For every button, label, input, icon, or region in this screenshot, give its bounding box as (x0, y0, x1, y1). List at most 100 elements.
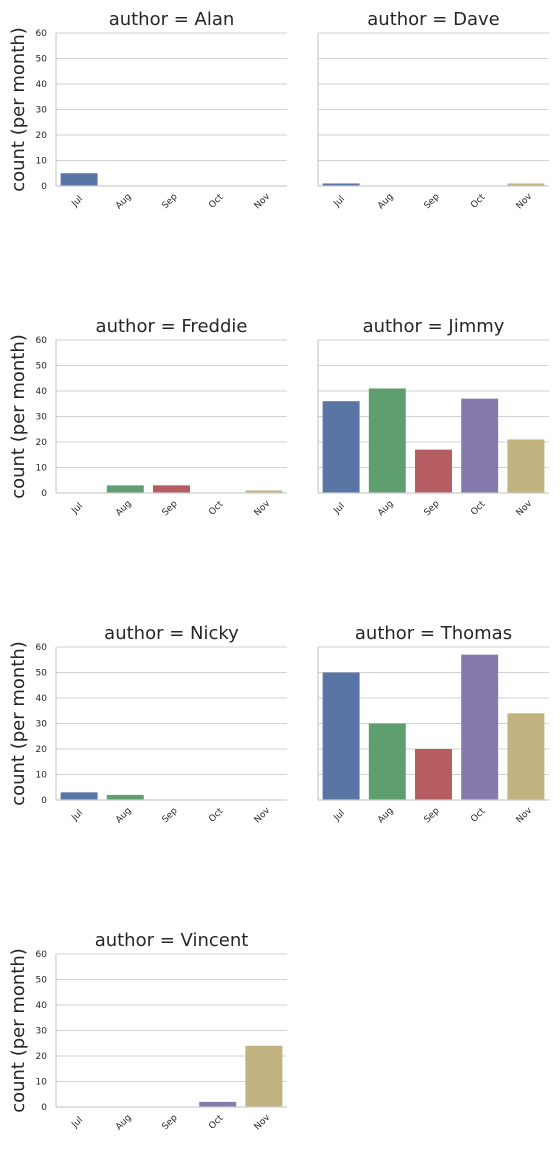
bar (60, 173, 98, 186)
bar (415, 749, 452, 800)
bar (368, 388, 406, 493)
bar (322, 183, 360, 186)
bar (461, 654, 499, 800)
bar (461, 398, 499, 493)
bar (245, 1045, 283, 1107)
x-tick-label: Jul (70, 1115, 85, 1130)
bar (322, 401, 360, 493)
x-tick-label: Nov (253, 1112, 273, 1132)
x-tick-label: Aug (114, 499, 134, 519)
y-tick-label: 10 (36, 771, 48, 781)
x-tick-label: Sep (161, 1113, 180, 1132)
y-tick-label: 10 (36, 157, 48, 167)
y-tick-label: 20 (36, 438, 48, 448)
x-tick-label: Oct (207, 192, 225, 210)
y-tick-label: 50 (36, 55, 48, 65)
x-tick-label: Jul (70, 501, 85, 516)
x-tick-label: Jul (332, 501, 347, 516)
x-tick-label: Nov (253, 805, 273, 825)
y-tick-label: 0 (41, 796, 47, 806)
y-tick-label: 30 (36, 413, 48, 423)
bar (199, 1101, 237, 1107)
x-tick-label: Oct (207, 806, 225, 824)
y-tick-label: 30 (36, 1027, 48, 1037)
facet-panel: 0 10 20 30 40 50 60 count (per month) Jul Aug Sep O… (8, 9, 287, 211)
x-tick-label: Sep (423, 806, 442, 825)
panel-title: author = Dave (367, 9, 499, 30)
y-tick-label: 30 (36, 720, 48, 730)
y-tick-label: 40 (36, 80, 48, 90)
panel-title: author = Vincent (95, 930, 249, 951)
x-tick-label: Aug (114, 806, 134, 826)
x-tick-label: Nov (253, 191, 273, 211)
panel-title: author = Alan (109, 9, 235, 30)
y-tick-label: 10 (36, 464, 48, 474)
panel-title: author = Thomas (355, 623, 512, 644)
y-tick-label: 0 (41, 182, 47, 192)
y-axis-label: count (per month) (8, 948, 29, 1113)
x-tick-label: Oct (469, 806, 487, 824)
panel-title: author = Freddie (96, 316, 248, 337)
bar (415, 449, 452, 493)
facet-panel: Jul Aug Sep Oct Nov author = Thomas (317, 623, 549, 826)
x-tick-label: Sep (423, 192, 442, 211)
x-tick-label: Jul (70, 194, 85, 209)
facet-panel: 0 10 20 30 40 50 60 count (per month) Jul Aug Sep O… (8, 623, 287, 825)
bar (245, 490, 283, 493)
x-tick-label: Aug (376, 192, 396, 212)
y-tick-label: 60 (36, 643, 48, 653)
bar (153, 485, 190, 493)
y-tick-label: 40 (36, 1001, 48, 1011)
facet-panel: Jul Aug Sep Oct Nov author = Jimmy (317, 316, 549, 519)
x-tick-label: Jul (70, 808, 85, 823)
y-tick-label: 20 (36, 745, 48, 755)
y-axis-label: count (per month) (8, 334, 29, 499)
x-tick-label: Oct (469, 192, 487, 210)
y-tick-label: 0 (41, 1103, 47, 1113)
x-tick-label: Oct (469, 499, 487, 517)
panel-title: author = Jimmy (363, 316, 505, 337)
y-tick-label: 50 (36, 976, 48, 986)
facet-panel: Jul Aug Sep Oct Nov author = Dave (317, 9, 549, 212)
x-tick-label: Oct (207, 1113, 225, 1131)
x-tick-label: Sep (161, 806, 180, 825)
y-tick-label: 40 (36, 387, 48, 397)
x-tick-label: Sep (161, 499, 180, 518)
facet-panel: 0 10 20 30 40 50 60 count (per month) Jul Aug Sep O… (8, 316, 287, 518)
x-tick-label: Nov (515, 805, 535, 825)
x-tick-label: Sep (423, 499, 442, 518)
y-tick-label: 10 (36, 1078, 48, 1088)
y-tick-label: 20 (36, 131, 48, 141)
y-axis-label: count (per month) (8, 641, 29, 806)
facet-panel: 0 10 20 30 40 50 60 count (per month) Jul Aug Sep O… (8, 930, 287, 1132)
x-tick-label: Nov (253, 498, 273, 518)
y-tick-label: 60 (36, 950, 48, 960)
bar (507, 183, 545, 186)
y-tick-label: 50 (36, 669, 48, 679)
x-tick-label: Oct (207, 499, 225, 517)
bar (368, 723, 406, 800)
bar (60, 792, 98, 800)
x-tick-label: Aug (114, 192, 134, 212)
y-tick-label: 50 (36, 362, 48, 372)
bar (106, 485, 144, 493)
y-tick-label: 0 (41, 489, 47, 499)
x-tick-label: Sep (161, 192, 180, 211)
x-tick-label: Aug (376, 499, 396, 519)
x-tick-label: Jul (332, 808, 347, 823)
y-tick-label: 60 (36, 29, 48, 39)
y-tick-label: 20 (36, 1052, 48, 1062)
y-axis-label: count (per month) (8, 27, 29, 192)
bar (507, 713, 545, 800)
y-tick-label: 60 (36, 336, 48, 346)
y-tick-label: 30 (36, 106, 48, 116)
y-tick-label: 40 (36, 694, 48, 704)
x-tick-label: Nov (515, 498, 535, 518)
panel-title: author = Nicky (104, 623, 239, 644)
bar (322, 672, 360, 800)
bar (507, 439, 545, 493)
x-tick-label: Aug (376, 806, 396, 826)
x-tick-label: Nov (515, 191, 535, 211)
